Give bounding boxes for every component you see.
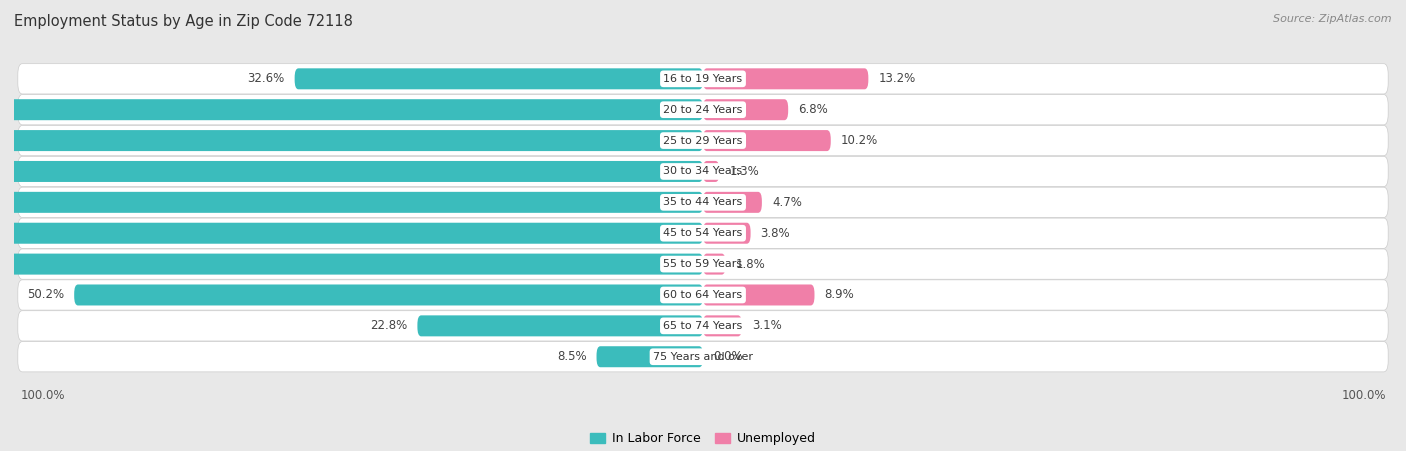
Text: 1.3%: 1.3% (730, 165, 759, 178)
Text: 100.0%: 100.0% (20, 389, 65, 402)
Text: 45 to 54 Years: 45 to 54 Years (664, 228, 742, 238)
FancyBboxPatch shape (0, 130, 703, 151)
FancyBboxPatch shape (295, 68, 703, 89)
Text: 3.1%: 3.1% (752, 319, 782, 332)
Text: 1.8%: 1.8% (735, 258, 765, 271)
Text: Employment Status by Age in Zip Code 72118: Employment Status by Age in Zip Code 721… (14, 14, 353, 28)
FancyBboxPatch shape (0, 161, 703, 182)
Text: 0.0%: 0.0% (713, 350, 742, 363)
FancyBboxPatch shape (18, 311, 1388, 341)
Text: 50.2%: 50.2% (27, 289, 65, 301)
FancyBboxPatch shape (75, 285, 703, 305)
Text: 20 to 24 Years: 20 to 24 Years (664, 105, 742, 115)
Text: 30 to 34 Years: 30 to 34 Years (664, 166, 742, 176)
FancyBboxPatch shape (18, 95, 1388, 125)
Text: 10.2%: 10.2% (841, 134, 877, 147)
Text: 8.5%: 8.5% (557, 350, 586, 363)
Legend: In Labor Force, Unemployed: In Labor Force, Unemployed (591, 433, 815, 446)
FancyBboxPatch shape (18, 218, 1388, 249)
FancyBboxPatch shape (596, 346, 703, 367)
FancyBboxPatch shape (0, 253, 703, 275)
FancyBboxPatch shape (0, 223, 703, 244)
Text: 6.8%: 6.8% (799, 103, 828, 116)
Text: 8.9%: 8.9% (824, 289, 855, 301)
FancyBboxPatch shape (703, 285, 814, 305)
Text: 22.8%: 22.8% (370, 319, 408, 332)
Text: 32.6%: 32.6% (247, 72, 284, 85)
FancyBboxPatch shape (703, 315, 742, 336)
FancyBboxPatch shape (703, 223, 751, 244)
FancyBboxPatch shape (418, 315, 703, 336)
FancyBboxPatch shape (703, 130, 831, 151)
Text: 4.7%: 4.7% (772, 196, 801, 209)
Text: 35 to 44 Years: 35 to 44 Years (664, 198, 742, 207)
Text: Source: ZipAtlas.com: Source: ZipAtlas.com (1274, 14, 1392, 23)
Text: 25 to 29 Years: 25 to 29 Years (664, 136, 742, 146)
FancyBboxPatch shape (18, 249, 1388, 279)
FancyBboxPatch shape (703, 68, 869, 89)
FancyBboxPatch shape (18, 64, 1388, 94)
Text: 16 to 19 Years: 16 to 19 Years (664, 74, 742, 84)
Text: 65 to 74 Years: 65 to 74 Years (664, 321, 742, 331)
Text: 75 Years and over: 75 Years and over (652, 352, 754, 362)
FancyBboxPatch shape (18, 187, 1388, 217)
FancyBboxPatch shape (18, 125, 1388, 156)
Text: 60 to 64 Years: 60 to 64 Years (664, 290, 742, 300)
Text: 100.0%: 100.0% (1341, 389, 1386, 402)
FancyBboxPatch shape (703, 161, 720, 182)
FancyBboxPatch shape (0, 99, 703, 120)
FancyBboxPatch shape (703, 99, 789, 120)
Text: 3.8%: 3.8% (761, 227, 790, 240)
FancyBboxPatch shape (703, 192, 762, 213)
FancyBboxPatch shape (703, 253, 725, 275)
FancyBboxPatch shape (0, 192, 703, 213)
FancyBboxPatch shape (18, 341, 1388, 372)
Text: 13.2%: 13.2% (879, 72, 915, 85)
FancyBboxPatch shape (18, 156, 1388, 187)
Text: 55 to 59 Years: 55 to 59 Years (664, 259, 742, 269)
FancyBboxPatch shape (18, 280, 1388, 310)
